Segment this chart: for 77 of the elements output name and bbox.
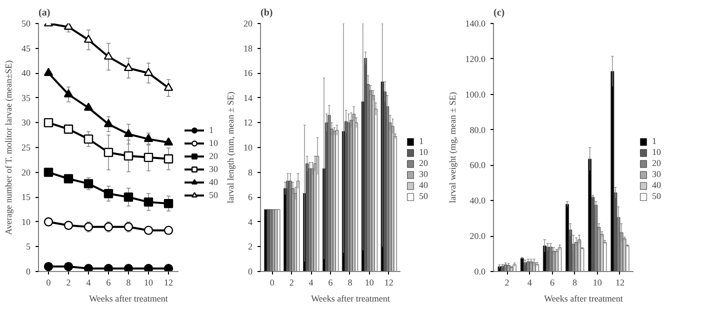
y-tick-label: 140.0: [465, 18, 486, 28]
y-tick-label: 35: [22, 92, 31, 103]
y-tick-label: 14: [244, 92, 253, 103]
chart-title: (b): [260, 8, 273, 18]
x-tick-label: 2: [289, 278, 294, 288]
y-tick-label: 0: [26, 266, 31, 276]
x-tick-label: 6: [106, 278, 112, 288]
x-tick-label: 4: [527, 278, 532, 288]
y-tick-label: 20.0: [470, 231, 486, 242]
x-tick-label: 10: [144, 278, 154, 288]
y-tick-label: 8: [248, 167, 253, 178]
x-tick-label: 2: [66, 278, 71, 288]
x-tick-label: 10: [592, 278, 602, 288]
y-axis-title: Average number of T. molitor larvae (mean±SE): [4, 60, 14, 235]
x-tick-label: 10: [364, 278, 374, 288]
y-tick-label: 40: [22, 68, 31, 78]
y-tick-label: 12: [244, 118, 252, 128]
legend-label: 1: [652, 136, 658, 146]
x-axis-title: Weeks after treatment: [311, 294, 390, 304]
y-tick-label: 0: [248, 266, 253, 276]
y-tick-label: 2: [248, 242, 252, 252]
legend-label: 50: [652, 191, 662, 201]
y-tick-label: 30: [22, 118, 31, 128]
legend-label: 30: [652, 169, 662, 179]
legend-label: 40: [419, 180, 429, 190]
legend-label: 10: [419, 147, 429, 157]
x-tick-label: 12: [164, 278, 173, 288]
legend-label: 10: [209, 138, 219, 148]
y-tick-label: 120.0: [465, 54, 486, 64]
y-tick-label: 10: [244, 142, 253, 152]
y-tick-label: 16: [244, 68, 253, 78]
legend-label: 1: [419, 136, 424, 146]
y-tick-label: 80.0: [470, 124, 486, 135]
legend-label: 20: [652, 158, 662, 168]
x-tick-label: 4: [86, 278, 92, 288]
legend-label: 40: [209, 177, 219, 187]
y-axis-title: larval weight (mg, mean ± SE): [447, 92, 458, 203]
legend-label: 50: [419, 191, 429, 201]
y-tick-label: 60.0: [470, 160, 486, 170]
y-tick-label: 10: [22, 216, 31, 227]
y-tick-label: 20: [244, 18, 253, 28]
y-tick-label: 6: [248, 192, 253, 202]
x-tick-label: 4: [308, 278, 314, 288]
legend-label: 30: [419, 169, 429, 179]
y-tick-label: 40.0: [470, 196, 486, 206]
x-tick-label: 8: [126, 278, 132, 288]
x-tick-label: 6: [550, 278, 555, 288]
y-tick-label: 0.0: [474, 266, 486, 276]
x-tick-label: 6: [328, 278, 334, 288]
y-tick-label: 50: [22, 18, 31, 28]
chart-title: (a): [38, 8, 50, 18]
x-tick-label: 0: [46, 278, 52, 288]
y-tick-label: 20: [22, 167, 31, 178]
x-axis-title: Weeks after treatment: [544, 294, 624, 304]
chart-title: (c): [494, 8, 505, 18]
x-tick-label: 12: [384, 278, 394, 288]
legend-label: 50: [209, 190, 219, 200]
y-axis-title: larval length (mm, mean ± SE): [226, 92, 236, 204]
x-tick-label: 8: [572, 278, 578, 288]
y-tick-label: 100.0: [465, 89, 486, 100]
x-tick-label: 0: [270, 278, 275, 288]
legend-label: 20: [419, 158, 429, 168]
x-axis-title: Weeks after treatment: [89, 294, 168, 304]
y-tick-label: 18: [244, 43, 253, 54]
legend-label: 40: [652, 180, 662, 190]
y-tick-label: 25: [22, 142, 31, 152]
y-tick-label: 15: [22, 192, 31, 202]
y-tick-label: 5: [26, 242, 31, 252]
legend-label: 1: [209, 125, 214, 135]
x-tick-label: 12: [615, 278, 624, 288]
legend-label: 10: [652, 147, 662, 157]
x-tick-label: 2: [504, 278, 510, 288]
y-tick-label: 45: [22, 43, 31, 54]
x-tick-label: 8: [348, 278, 353, 288]
legend-label: 30: [209, 164, 219, 174]
legend-label: 20: [209, 151, 219, 161]
y-tick-label: 4: [248, 216, 253, 227]
